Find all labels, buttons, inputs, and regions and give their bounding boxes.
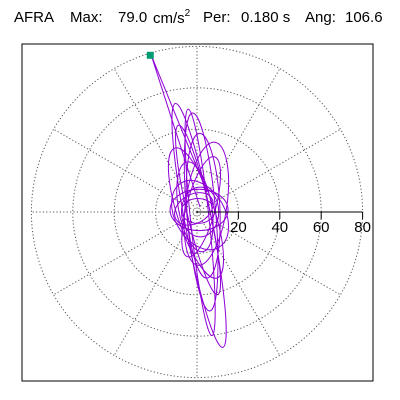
radial-axis: 20 40 60 80	[197, 211, 371, 236]
grid-spoke-240	[113, 211, 198, 356]
trace-loop-13	[180, 198, 216, 224]
grid-spoke-150	[53, 128, 198, 213]
max-label: Max:	[70, 9, 103, 26]
grid-spoke-120	[113, 68, 198, 213]
particle-motion-trace	[150, 55, 230, 348]
trace-loop-10	[174, 192, 214, 226]
radial-tick-label-20: 20	[230, 219, 247, 236]
angle-value: 106.6	[345, 9, 383, 26]
max-unit: cm/s2	[153, 8, 191, 27]
grid-spoke-330	[196, 211, 341, 296]
max-unit-exponent: 2	[184, 8, 191, 19]
grid-spoke-30	[196, 128, 341, 213]
trace-loop-8	[169, 188, 229, 232]
radial-tick-label-60: 60	[313, 219, 330, 236]
period-value: 0.180 s	[241, 9, 291, 26]
trace-loop-2	[184, 108, 216, 337]
station-code: AFRA	[14, 9, 55, 26]
max-value: 79.0	[118, 9, 148, 26]
trace-loop-11	[183, 112, 219, 312]
max-unit-text: cm/s	[153, 10, 185, 27]
peak-marker	[146, 51, 154, 59]
peak-marker-group	[146, 51, 154, 59]
grid-spoke-60	[196, 68, 281, 213]
radial-tick-label-80: 80	[354, 219, 371, 236]
period-label: Per:	[203, 9, 231, 26]
grid-spoke-210	[53, 211, 198, 296]
radial-tick-label-40: 40	[271, 219, 288, 236]
angle-label: Ang:	[305, 9, 336, 26]
title-bar: AFRA Max: 79.0 cm/s2 Per: 0.180 s Ang: 1…	[0, 8, 400, 33]
trace-loop-6	[171, 180, 230, 251]
